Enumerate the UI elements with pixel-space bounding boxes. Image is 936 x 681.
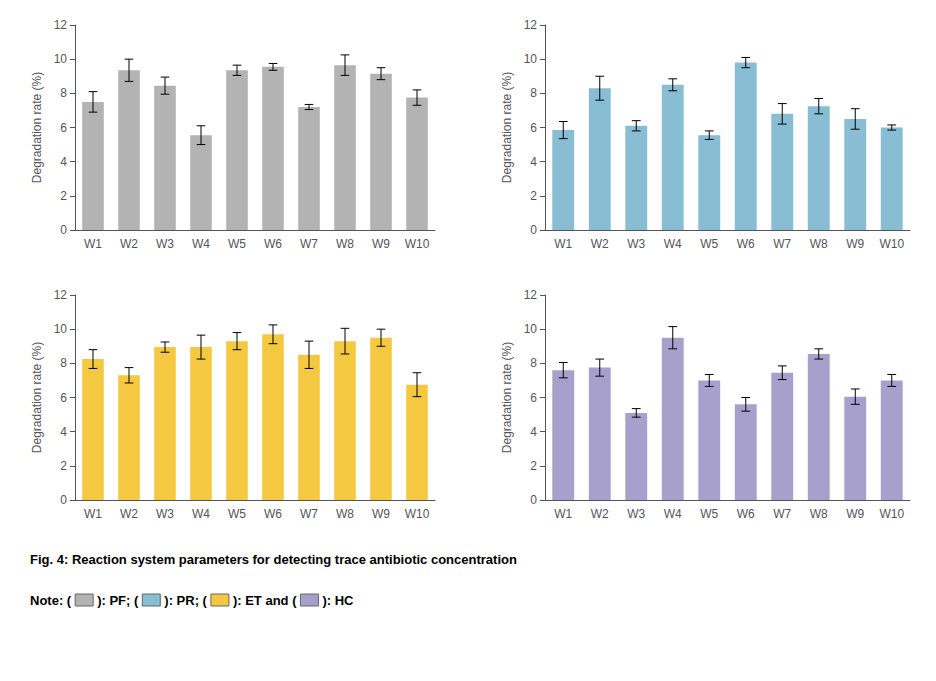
svg-text:4: 4 [60,155,67,169]
svg-text:2: 2 [530,459,537,473]
svg-text:4: 4 [530,155,537,169]
svg-text:W4: W4 [664,507,682,521]
svg-text:W10: W10 [879,507,904,521]
svg-text:W1: W1 [554,237,572,251]
svg-text:6: 6 [530,121,537,135]
svg-text:W5: W5 [700,507,718,521]
svg-text:8: 8 [60,86,67,100]
svg-text:W2: W2 [120,237,138,251]
svg-text:0: 0 [530,493,537,507]
svg-text:Degradation rate (%): Degradation rate (%) [30,342,44,453]
svg-text:Degradation rate (%): Degradation rate (%) [500,342,514,453]
svg-text:W1: W1 [554,507,572,521]
svg-text:2: 2 [60,189,67,203]
svg-text:0: 0 [530,223,537,237]
svg-text:12: 12 [54,288,68,302]
svg-text:6: 6 [530,391,537,405]
svg-text:Degradation rate (%): Degradation rate (%) [500,72,514,183]
svg-text:): HC: ): HC [322,593,354,608]
svg-text:Fig. 4: Reaction system parame: Fig. 4: Reaction system parameters for d… [30,552,517,567]
svg-text:W8: W8 [810,237,828,251]
svg-text:W9: W9 [846,507,864,521]
svg-text:): PF; (: ): PF; ( [97,593,139,608]
svg-text:W8: W8 [810,507,828,521]
svg-text:10: 10 [54,322,68,336]
svg-text:W4: W4 [192,237,210,251]
svg-text:12: 12 [54,18,68,32]
svg-text:W2: W2 [591,507,609,521]
svg-text:4: 4 [60,425,67,439]
svg-text:W2: W2 [120,507,138,521]
svg-text:W3: W3 [156,237,174,251]
svg-text:W3: W3 [627,507,645,521]
svg-text:8: 8 [60,356,67,370]
svg-text:8: 8 [530,356,537,370]
svg-text:): PR; (: ): PR; ( [164,593,207,608]
svg-text:2: 2 [60,459,67,473]
svg-text:6: 6 [60,391,67,405]
svg-text:W6: W6 [264,507,282,521]
svg-text:W5: W5 [228,237,246,251]
svg-text:): ET and (: ): ET and ( [233,593,297,608]
svg-text:W4: W4 [664,237,682,251]
svg-text:Degradation rate (%): Degradation rate (%) [30,72,44,183]
svg-text:12: 12 [524,18,538,32]
svg-text:W7: W7 [773,237,791,251]
svg-text:W1: W1 [84,237,102,251]
svg-text:W6: W6 [737,237,755,251]
svg-text:W4: W4 [192,507,210,521]
svg-text:W9: W9 [372,507,390,521]
svg-text:W10: W10 [879,237,904,251]
svg-text:8: 8 [530,86,537,100]
svg-text:10: 10 [524,52,538,66]
svg-text:W7: W7 [773,507,791,521]
svg-text:12: 12 [524,288,538,302]
svg-text:W1: W1 [84,507,102,521]
svg-text:6: 6 [60,121,67,135]
svg-text:W10: W10 [405,507,430,521]
svg-text:Note: (: Note: ( [30,593,72,608]
svg-text:W6: W6 [737,507,755,521]
svg-text:W9: W9 [372,237,390,251]
svg-text:W7: W7 [300,237,318,251]
svg-text:W3: W3 [156,507,174,521]
svg-text:W8: W8 [336,507,354,521]
svg-text:W9: W9 [846,237,864,251]
svg-text:2: 2 [530,189,537,203]
svg-text:0: 0 [60,223,67,237]
svg-text:W7: W7 [300,507,318,521]
svg-text:0: 0 [60,493,67,507]
svg-text:10: 10 [524,322,538,336]
svg-text:W5: W5 [228,507,246,521]
svg-text:W6: W6 [264,237,282,251]
svg-text:W10: W10 [405,237,430,251]
svg-text:W5: W5 [700,237,718,251]
svg-text:W8: W8 [336,237,354,251]
svg-text:10: 10 [54,52,68,66]
svg-text:W3: W3 [627,237,645,251]
svg-text:W2: W2 [591,237,609,251]
svg-text:4: 4 [530,425,537,439]
